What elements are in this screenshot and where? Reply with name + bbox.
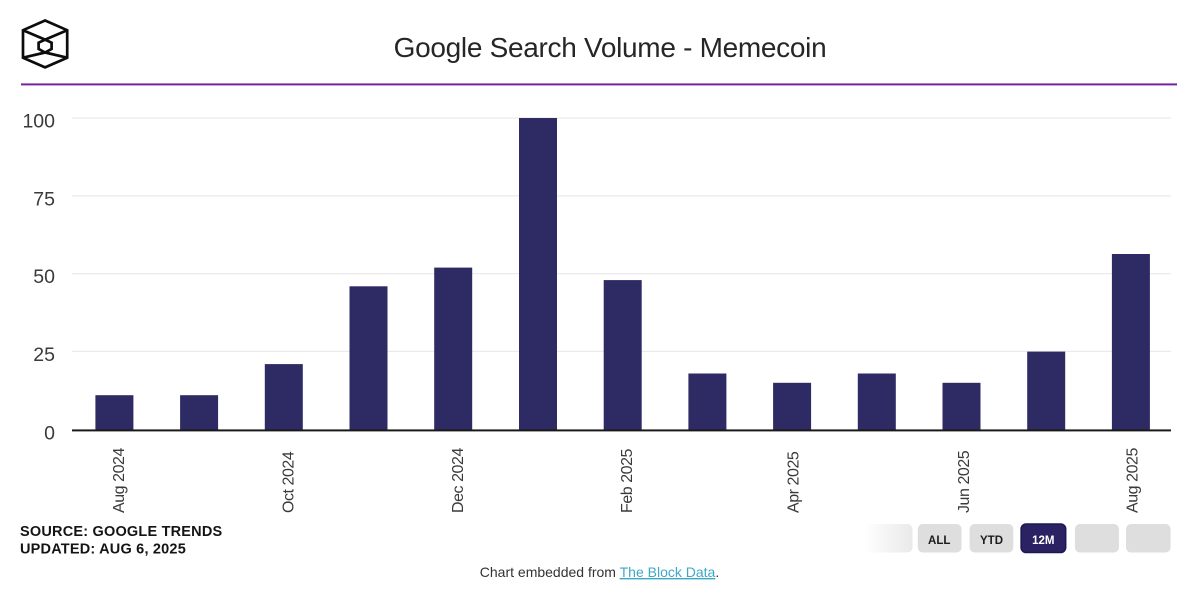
svg-text:75: 75 [33, 188, 55, 210]
svg-text:12M: 12M [1032, 535, 1054, 547]
svg-text:UPDATED: AUG 6, 2025: UPDATED: AUG 6, 2025 [20, 542, 186, 558]
svg-text:Aug 2024: Aug 2024 [111, 448, 128, 513]
svg-text:Chart embedded from The Block: Chart embedded from The Block Data. [480, 564, 719, 580]
svg-text:Google Search Volume - Memecoi: Google Search Volume - Memecoin [394, 32, 827, 63]
svg-text:Aug 2025: Aug 2025 [1124, 448, 1141, 513]
svg-text:Oct 2024: Oct 2024 [280, 451, 297, 513]
svg-text:YTD: YTD [980, 535, 1003, 547]
svg-text:100: 100 [22, 111, 55, 133]
svg-text:ALL: ALL [928, 535, 950, 547]
svg-text:Dec 2024: Dec 2024 [450, 448, 467, 513]
svg-text:SOURCE: GOOGLE TRENDS: SOURCE: GOOGLE TRENDS [20, 524, 223, 540]
svg-text:25: 25 [33, 344, 55, 366]
svg-text:Feb 2025: Feb 2025 [619, 448, 636, 513]
svg-text:50: 50 [33, 266, 55, 288]
svg-text:0: 0 [44, 423, 55, 445]
svg-text:Apr 2025: Apr 2025 [786, 451, 803, 513]
svg-text:Jun 2025: Jun 2025 [956, 450, 973, 513]
